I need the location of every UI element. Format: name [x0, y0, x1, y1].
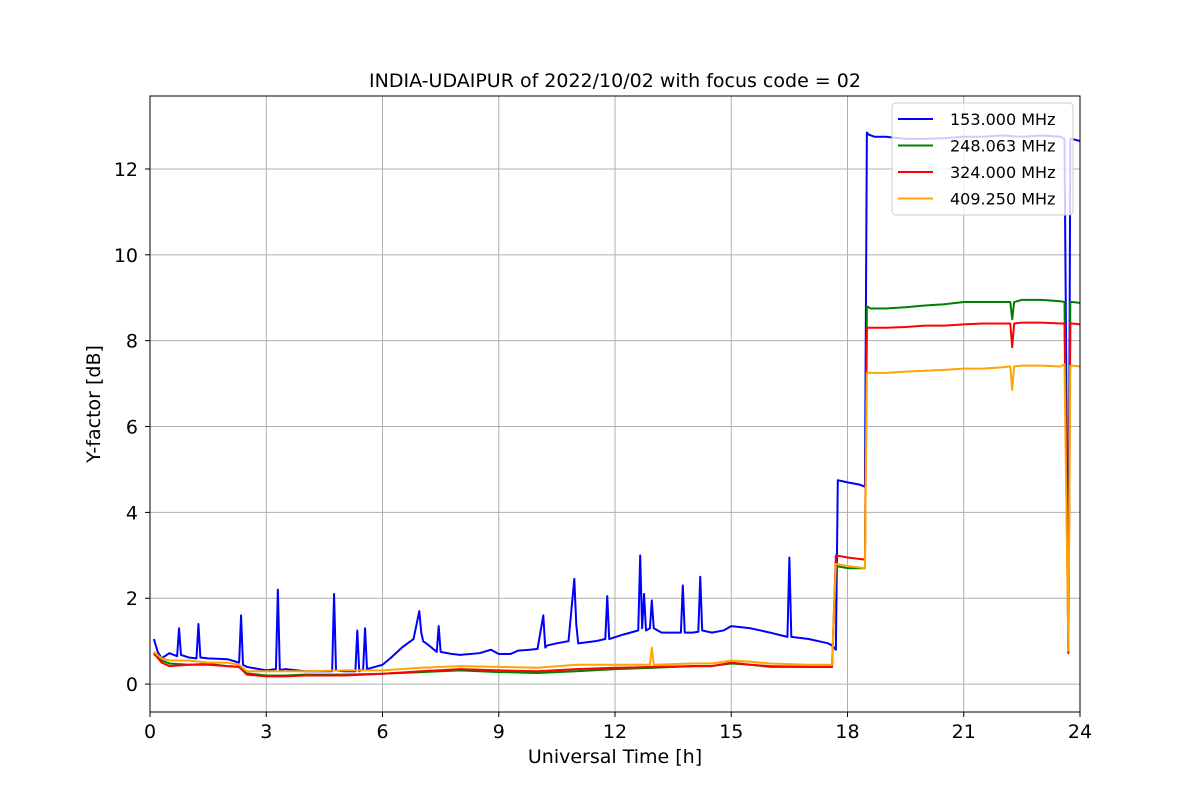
x-axis-label: Universal Time [h]: [528, 746, 702, 768]
y-tick-label: 0: [126, 674, 138, 696]
series-line-1: [152, 131, 1080, 673]
legend: 153.000 MHz 248.063 MHz 324.000 MHz 409.250…: [891, 102, 1074, 216]
y-tick-label: 12: [114, 159, 138, 181]
y-tick-label: 2: [126, 588, 138, 610]
series-group: [152, 131, 1080, 678]
x-tick-label: 3: [260, 721, 272, 743]
x-tick-label: 18: [835, 721, 859, 743]
x-tick-label: 0: [144, 721, 156, 743]
series-line-4: [153, 363, 1080, 673]
x-tick-label: 15: [719, 721, 743, 743]
x-tick-label: 24: [1068, 721, 1092, 743]
y-tick-label: 8: [126, 331, 138, 353]
chart-title: INDIA-UDAIPUR of 2022/10/02 with focus c…: [369, 70, 861, 92]
x-tick-label: 21: [952, 721, 976, 743]
legend-label-4: 409.250 MHz: [950, 190, 1055, 209]
x-tick-label: 6: [376, 721, 388, 743]
y-axis-label: Y-factor [dB]: [83, 345, 105, 464]
series-line-3: [153, 321, 1080, 678]
x-tick-label: 12: [603, 721, 627, 743]
legend-label-3: 324.000 MHz: [950, 163, 1055, 182]
legend-box: [891, 102, 1074, 216]
y-tick-label: 10: [114, 245, 138, 267]
y-tick-label: 6: [126, 417, 138, 439]
y-tick-label: 4: [126, 502, 138, 524]
x-tick-label: 9: [493, 721, 505, 743]
legend-label-1: 153.000 MHz: [950, 110, 1055, 129]
legend-label-2: 248.063 MHz: [950, 137, 1055, 156]
